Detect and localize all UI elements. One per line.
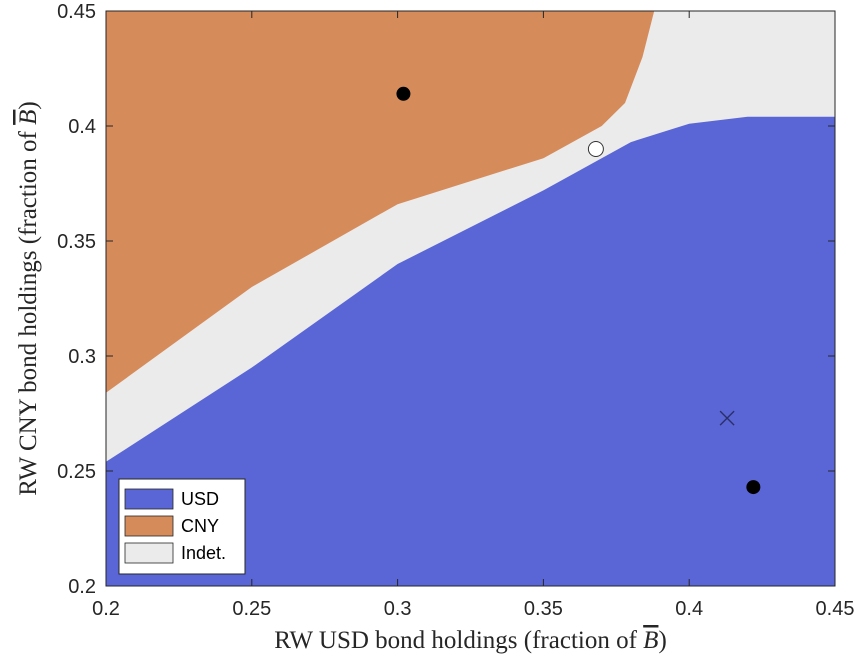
x-tick-label: 0.45	[816, 598, 855, 620]
x-tick-label: 0.3	[384, 598, 412, 620]
y-tick-label: 0.45	[57, 1, 96, 23]
region-usd	[106, 116, 835, 587]
axes-box	[105, 10, 836, 587]
y-tick-label: 0.2	[68, 576, 96, 598]
legend-swatch-indet	[124, 542, 174, 564]
y-tick-label: 0.25	[57, 461, 96, 483]
y-tick-label: 0.4	[68, 116, 96, 138]
x-tick-label: 0.2	[92, 598, 120, 620]
legend-label-usd: USD	[181, 489, 219, 509]
marker-filled-circle-0	[396, 86, 411, 101]
y-axis-label: RW CNY bond holdings (fraction of B)	[15, 101, 42, 495]
legend: USD CNY Indet.	[118, 478, 246, 575]
legend-label-indet: Indet.	[181, 543, 226, 563]
legend-label-cny: CNY	[181, 516, 219, 536]
legend-swatch-usd	[124, 488, 174, 510]
marker-filled-circle-3	[746, 480, 761, 495]
y-tick-label: 0.3	[68, 346, 96, 368]
marker-cross	[719, 410, 735, 426]
y-tick-label: 0.35	[57, 231, 96, 253]
x-tick-label: 0.4	[675, 598, 703, 620]
marker-open-circle	[587, 141, 604, 157]
x-tick-label: 0.35	[524, 598, 563, 620]
axes: 0.2 0.25 0.3 0.35 0.4 0.45 0.2 0.25 0.3 0.35 0.4 0.…	[15, 1, 854, 654]
x-tick-label: 0.25	[232, 598, 271, 620]
region-cny	[106, 11, 655, 393]
legend-swatch-cny	[124, 515, 174, 537]
x-axis-label: RW USD bond holdings (fraction of B)	[274, 627, 667, 654]
